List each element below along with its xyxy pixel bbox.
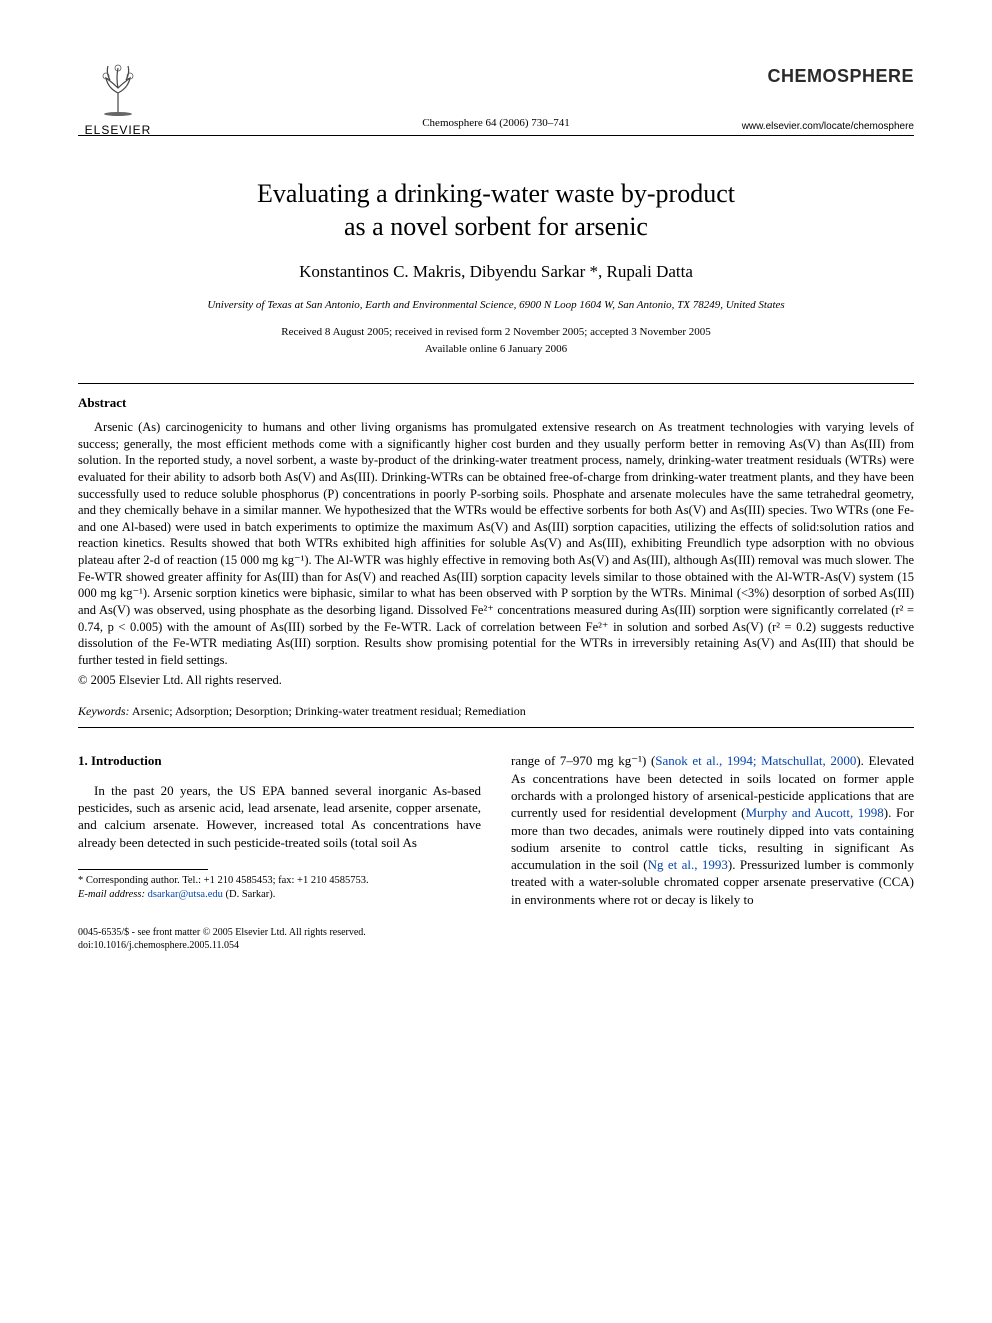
footer-left: 0045-6535/$ - see front matter © 2005 El… [78,926,366,952]
publisher-logo: ELSEVIER [78,58,158,138]
abstract-top-rule [78,383,914,384]
abstract-heading: Abstract [78,394,914,412]
corresponding-email[interactable]: dsarkar@utsa.edu [148,889,223,900]
email-suffix: (D. Sarkar). [223,889,275,900]
affiliation: University of Texas at San Antonio, Eart… [78,298,914,313]
email-line: E-mail address: dsarkar@utsa.edu (D. Sar… [78,888,481,902]
keywords-rule [78,727,914,728]
elsevier-tree-icon [88,58,148,118]
title-line-2: as a novel sorbent for arsenic [344,212,648,241]
body-columns: 1. Introduction In the past 20 years, th… [78,752,914,908]
online-date: Available online 6 January 2006 [78,342,914,357]
intro-paragraph-left: In the past 20 years, the US EPA banned … [78,782,481,851]
citation-ng[interactable]: Ng et al., 1993 [648,857,728,872]
footnote-rule [78,869,208,870]
article-title: Evaluating a drinking-water waste by-pro… [118,178,874,243]
abstract-body: Arsenic (As) carcinogenicity to humans a… [78,419,914,668]
article-dates: Received 8 August 2005; received in revi… [78,325,914,340]
journal-block: CHEMOSPHERE www.elsevier.com/locate/chem… [714,58,914,134]
col2-a: range of 7–970 mg kg⁻¹) ( [511,753,655,768]
journal-name: CHEMOSPHERE [767,58,914,98]
column-right: range of 7–970 mg kg⁻¹) (Sanok et al., 1… [511,752,914,908]
footer-doi: doi:10.1016/j.chemosphere.2005.11.054 [78,939,366,952]
corresponding-footnote: * Corresponding author. Tel.: +1 210 458… [78,874,481,901]
citation-murphy[interactable]: Murphy and Aucott, 1998 [745,805,883,820]
corresponding-author: * Corresponding author. Tel.: +1 210 458… [78,874,481,888]
copyright: © 2005 Elsevier Ltd. All rights reserved… [78,672,914,689]
introduction-heading: 1. Introduction [78,752,481,769]
keywords-label: Keywords: [78,704,130,718]
abstract-text: Arsenic (As) carcinogenicity to humans a… [78,420,914,667]
email-label: E-mail address: [78,889,145,900]
authors: Konstantinos C. Makris, Dibyendu Sarkar … [78,261,914,284]
publisher-name: ELSEVIER [85,122,152,138]
title-line-1: Evaluating a drinking-water waste by-pro… [257,179,735,208]
column-left: 1. Introduction In the past 20 years, th… [78,752,481,908]
citation-sanok[interactable]: Sanok et al., 1994; Matschullat, 2000 [655,753,856,768]
intro-paragraph-right: range of 7–970 mg kg⁻¹) (Sanok et al., 1… [511,752,914,908]
keywords: Keywords: Arsenic; Adsorption; Desorptio… [78,703,914,719]
header-rule [78,135,914,136]
journal-site: www.elsevier.com/locate/chemosphere [742,120,914,134]
page-footer: 0045-6535/$ - see front matter © 2005 El… [78,926,914,952]
footer-copyright: 0045-6535/$ - see front matter © 2005 El… [78,926,366,939]
keywords-text: Arsenic; Adsorption; Desorption; Drinkin… [130,704,526,718]
